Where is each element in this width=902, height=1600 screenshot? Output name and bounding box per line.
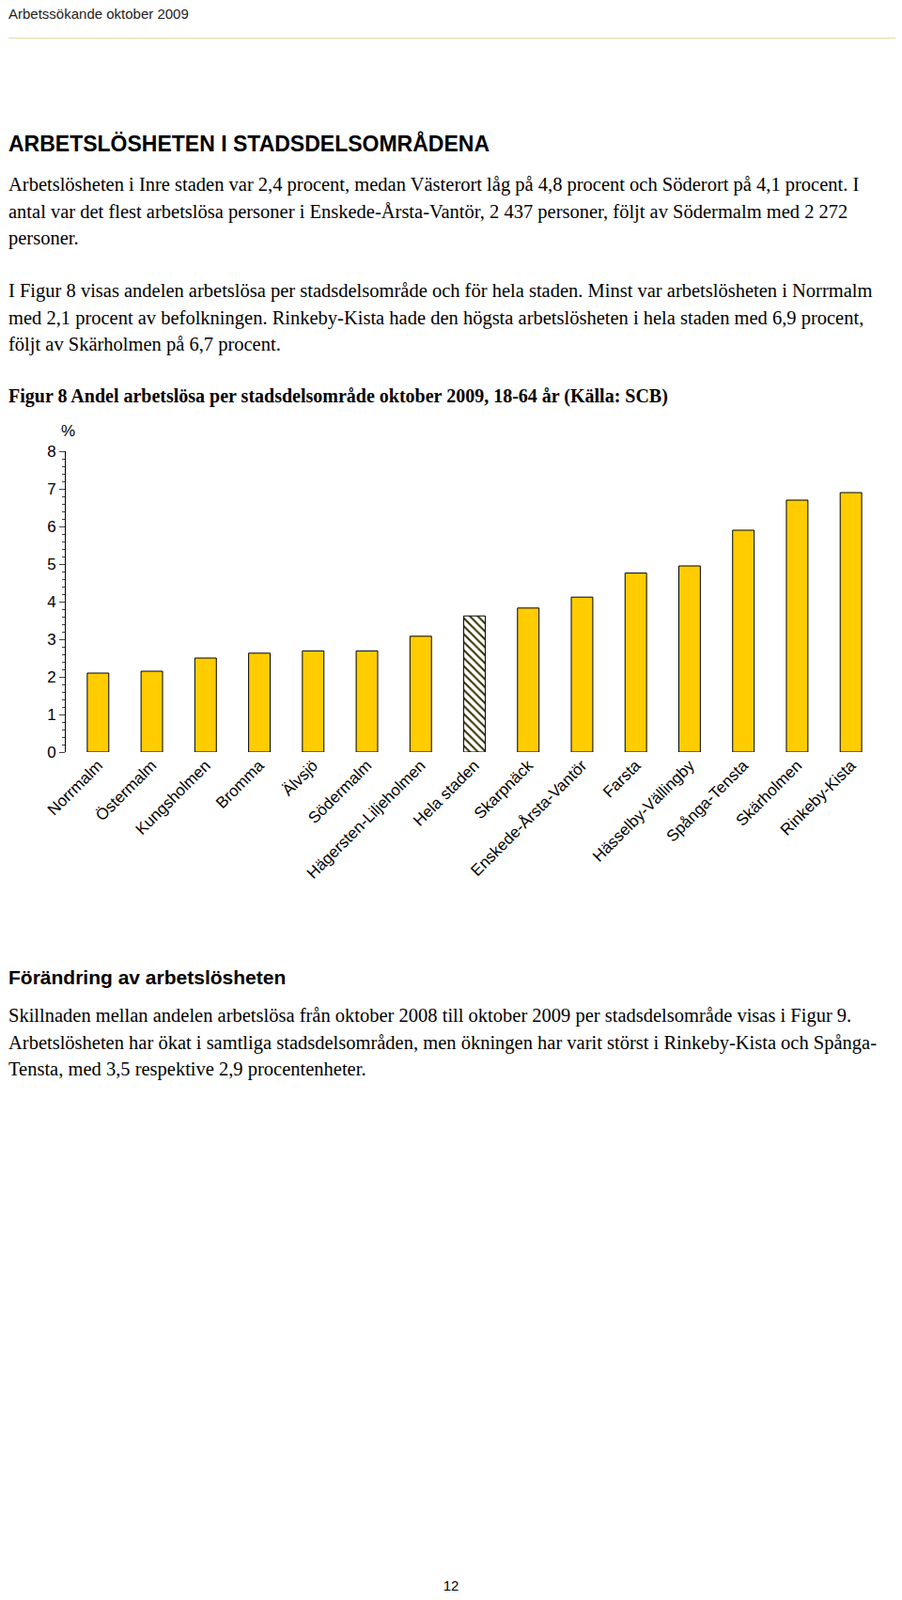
svg-text:Skarpnäck: Skarpnäck — [470, 756, 538, 824]
html-text:Skillnaden mellan andelen arbe: Skillnaden mellan andelen arbetslösa frå… — [8, 1004, 877, 1079]
html-text:Figur 8 Andel arbetslösa per s: Figur 8 Andel arbetslösa per stadsdelsom… — [8, 385, 668, 406]
svg-text:Kungsholmen: Kungsholmen — [132, 756, 215, 839]
svg-text:8: 8 — [46, 442, 56, 461]
svg-text:Skärholmen: Skärholmen — [732, 756, 807, 830]
svg-text:7: 7 — [46, 480, 56, 498]
svg-text:Hässelby-Vällingby: Hässelby-Vällingby — [589, 756, 699, 866]
svg-text:Rinkeby-Kista: Rinkeby-Kista — [777, 756, 860, 840]
svg-text:Hägersten-Liljeholmen: Hägersten-Liljeholmen — [303, 756, 430, 883]
svg-text:Södermalm: Södermalm — [304, 756, 375, 827]
svg-text:2: 2 — [46, 668, 56, 686]
svg-text:Bromma: Bromma — [212, 756, 268, 812]
svg-text:Älvsjö: Älvsjö — [279, 756, 323, 800]
svg-text:5: 5 — [46, 555, 56, 574]
svg-text:Hela staden: Hela staden — [409, 756, 483, 830]
html-text:Förändring av arbetslösheten: Förändring av arbetslösheten — [8, 965, 286, 988]
svg-text:Östermalm: Östermalm — [92, 756, 160, 825]
svg-text:Norrmalm: Norrmalm — [44, 756, 107, 819]
svg-text:3: 3 — [46, 630, 56, 649]
svg-text:4: 4 — [46, 592, 56, 611]
html-text:I Figur 8 visas andelen arbets: I Figur 8 visas andelen arbetslösa per s… — [8, 279, 873, 355]
svg-text:Farsta: Farsta — [599, 756, 645, 802]
svg-text:%: % — [61, 421, 76, 440]
svg-text:Spånga-Tensta: Spånga-Tensta — [663, 756, 753, 846]
svg-text:1: 1 — [46, 705, 56, 724]
svg-text:6: 6 — [46, 517, 56, 536]
html-text:ARBETSLÖSHETEN I STADSDELSOMRÅ: ARBETSLÖSHETEN I STADSDELSOMRÅDENA — [8, 131, 490, 156]
svg-text:Enskede-Årsta-Vantör: Enskede-Årsta-Vantör — [467, 756, 591, 880]
html-text:Arbetssökande oktober 2009: Arbetssökande oktober 2009 — [8, 5, 189, 22]
html-text:Arbetslösheten i Inre staden v: Arbetslösheten i Inre staden var 2,4 pro… — [8, 173, 860, 249]
html-text:12: 12 — [443, 1576, 459, 1593]
svg-text:0: 0 — [46, 743, 56, 762]
